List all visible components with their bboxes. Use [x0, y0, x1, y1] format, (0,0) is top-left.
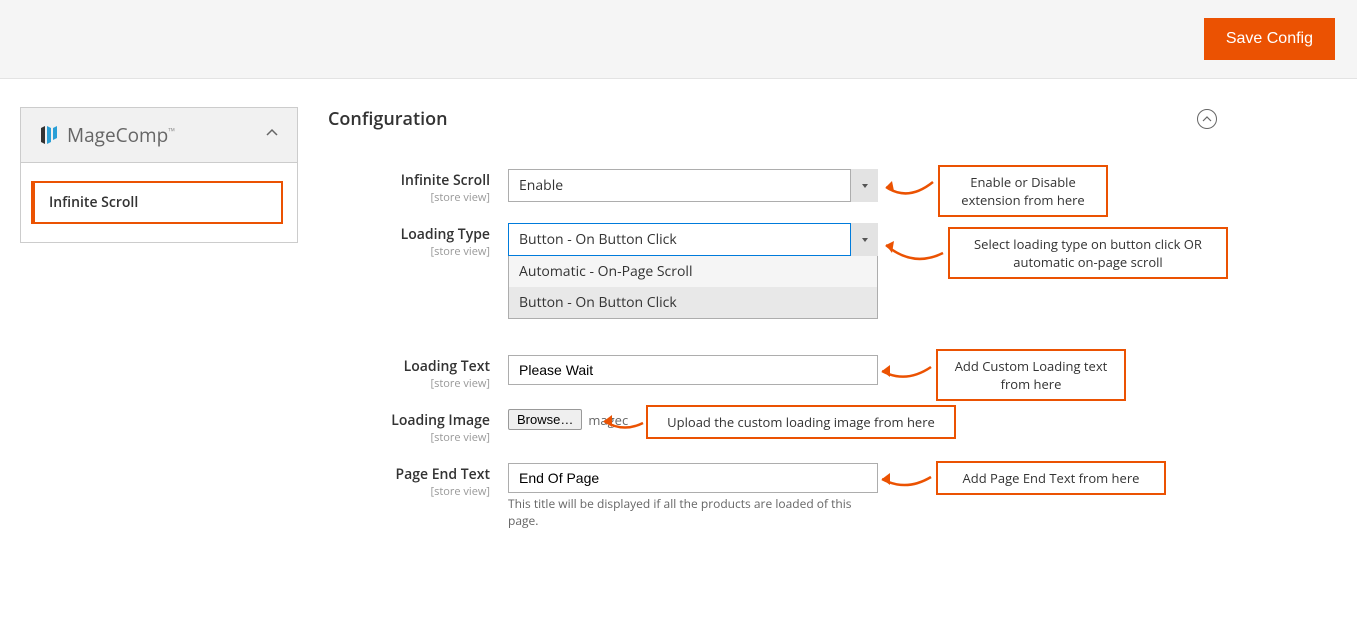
row-loading-image: Loading Image [store view] Browse… magec… — [328, 409, 1337, 445]
label-loading-image: Loading Image — [328, 411, 490, 430]
save-config-button[interactable]: Save Config — [1204, 18, 1335, 60]
scope-loading-image: [store view] — [328, 430, 490, 445]
section-header[interactable]: Configuration — [328, 107, 1337, 131]
content-area: Configuration Infinite Scroll [store vie… — [298, 107, 1337, 547]
brand: MageComp™ — [39, 122, 175, 148]
chevron-up-icon — [265, 126, 279, 145]
select-infinite-scroll[interactable]: Enable — [508, 169, 878, 202]
row-infinite-scroll: Infinite Scroll [store view] Enable Enab… — [328, 169, 1337, 205]
annotation-arrow — [878, 233, 948, 269]
input-loading-text[interactable] — [508, 355, 878, 385]
section-title: Configuration — [328, 107, 448, 131]
label-infinite-scroll: Infinite Scroll — [328, 171, 490, 190]
magecomp-logo-icon — [39, 124, 61, 146]
brand-name: MageComp™ — [67, 122, 175, 148]
annotation-enable: Enable or Disable extension from here — [938, 165, 1108, 217]
option-automatic[interactable]: Automatic - On-Page Scroll — [509, 256, 877, 287]
annotation-loading-type: Select loading type on button click OR a… — [948, 227, 1228, 279]
header-bar: Save Config — [0, 0, 1357, 79]
label-loading-type: Loading Type — [328, 225, 490, 244]
select-loading-type[interactable]: Button - On Button Click — [508, 223, 878, 256]
row-loading-text: Loading Text [store view] Add Custom Loa… — [328, 355, 1337, 391]
annotation-arrow — [878, 177, 938, 207]
option-button[interactable]: Button - On Button Click — [509, 287, 877, 318]
selected-filename: magec — [588, 411, 628, 429]
scope-loading-text: [store view] — [328, 376, 490, 391]
scope-infinite-scroll: [store view] — [328, 190, 490, 205]
annotation-loading-text: Add Custom Loading text from here — [936, 349, 1126, 401]
annotation-loading-image: Upload the custom loading image from her… — [646, 405, 956, 439]
main-layout: MageComp™ Infinite Scroll Configuration … — [0, 79, 1357, 547]
sidebar-brand-header[interactable]: MageComp™ — [20, 107, 298, 163]
dropdown-options: Automatic - On-Page Scroll Button - On B… — [508, 256, 878, 319]
annotation-page-end: Add Page End Text from here — [936, 461, 1166, 495]
sidebar-items: Infinite Scroll — [20, 163, 298, 243]
label-loading-text: Loading Text — [328, 357, 490, 376]
sidebar: MageComp™ Infinite Scroll — [20, 107, 298, 547]
row-loading-type: Loading Type [store view] Button - On Bu… — [328, 223, 1337, 319]
sidebar-item-infinite-scroll[interactable]: Infinite Scroll — [31, 181, 283, 224]
annotation-arrow — [876, 359, 936, 389]
browse-button[interactable]: Browse… — [508, 409, 582, 430]
input-page-end[interactable] — [508, 463, 878, 493]
help-page-end: This title will be displayed if all the … — [508, 495, 878, 529]
label-page-end: Page End Text — [328, 465, 490, 484]
collapse-icon[interactable] — [1197, 109, 1217, 129]
scope-loading-type: [store view] — [328, 244, 490, 259]
